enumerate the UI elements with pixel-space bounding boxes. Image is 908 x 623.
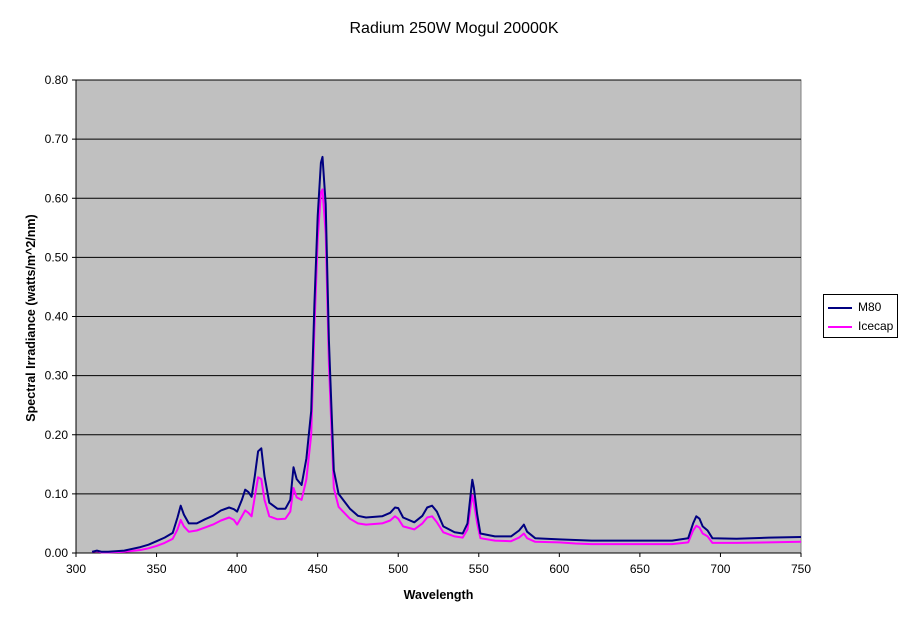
y-tick-label: 0.00 [45,546,69,560]
x-tick-label: 350 [147,562,167,576]
axes [72,79,802,557]
y-tick-label: 0.30 [45,369,69,383]
x-tick-labels: 300 350 400 450 500 550 600 650 700 750 [66,562,811,576]
x-tick-label: 300 [66,562,86,576]
y-tick-labels: 0.00 0.10 0.20 0.30 0.40 0.50 0.60 0.70 0.80 [45,73,69,560]
x-tick-label: 400 [227,562,247,576]
x-tick-label: 500 [388,562,408,576]
series-line-m80 [91,155,802,553]
y-tick-label: 0.10 [45,487,69,501]
x-tick-label: 550 [469,562,489,576]
legend-label-icecap: Icecap [858,319,894,333]
x-tick-label: 700 [710,562,730,576]
gridlines [76,79,801,495]
x-tick-label: 600 [549,562,569,576]
x-axis-label: Wavelength [403,588,474,602]
legend-swatch-m80 [828,307,852,309]
x-tick-label: 750 [791,562,811,576]
y-tick-label: 0.50 [45,250,69,264]
y-axis-label: Spectral Irradiance (watts/m^2/nm) [24,214,38,422]
y-tick-label: 0.70 [45,132,69,146]
series-line-icecap [91,188,802,554]
y-tick-label: 0.20 [45,428,69,442]
y-tick-label: 0.80 [45,73,69,87]
y-tick-label: 0.40 [45,310,69,324]
chart-title: Radium 250W Mogul 20000K [349,20,559,37]
y-tick-label: 0.60 [45,191,69,205]
legend: M80 Icecap [823,294,898,338]
x-tick-label: 650 [630,562,650,576]
legend-swatch-icecap [828,326,852,328]
legend-item-m80: M80 [828,300,898,314]
x-tick-label: 450 [308,562,328,576]
series-lines [91,155,802,554]
legend-item-icecap: Icecap [828,319,898,333]
legend-label-m80: M80 [858,300,882,314]
